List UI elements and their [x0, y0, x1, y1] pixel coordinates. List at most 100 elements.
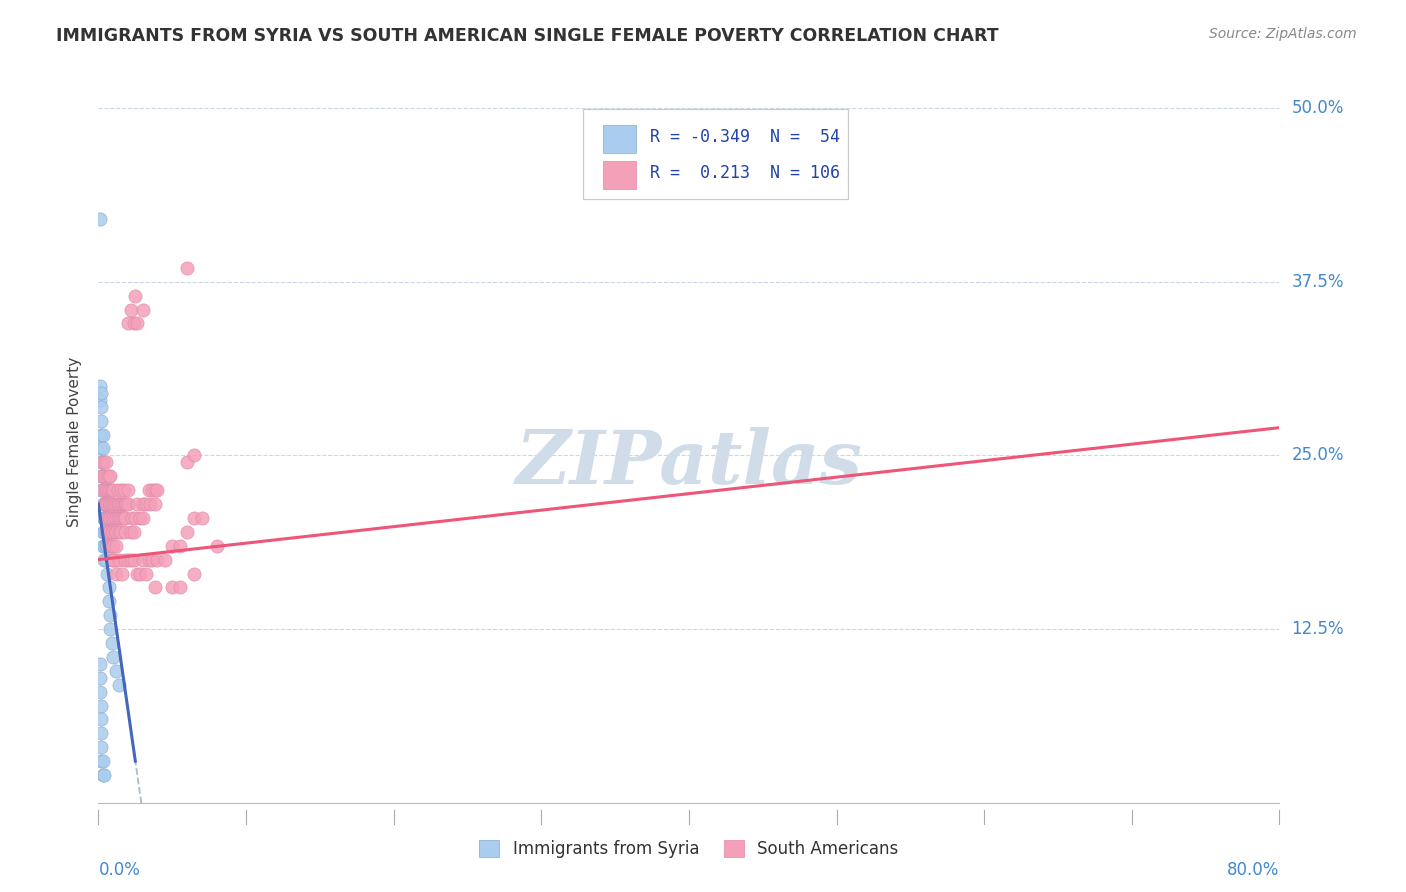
Point — [93, 497, 115, 511]
Point — [110, 511, 132, 525]
Point — [105, 552, 128, 566]
Point — [105, 524, 128, 539]
Point — [108, 497, 131, 511]
Point — [117, 317, 139, 331]
Point — [103, 483, 125, 498]
Point — [100, 539, 122, 553]
Point — [98, 608, 121, 623]
Point — [103, 511, 125, 525]
Point — [139, 497, 162, 511]
Point — [103, 649, 125, 664]
Point — [191, 511, 214, 525]
Point — [96, 497, 118, 511]
Point — [110, 524, 132, 539]
Y-axis label: Single Female Poverty: Single Female Poverty — [67, 357, 83, 526]
Point — [98, 622, 121, 636]
Text: 25.0%: 25.0% — [1291, 446, 1344, 465]
Point — [97, 497, 120, 511]
Point — [90, 698, 112, 713]
Point — [122, 317, 145, 331]
Point — [93, 524, 115, 539]
Point — [108, 524, 131, 539]
Point — [128, 566, 150, 581]
Point — [89, 657, 111, 671]
Point — [91, 455, 114, 469]
Point — [96, 511, 118, 525]
Point — [100, 511, 122, 525]
Legend: Immigrants from Syria, South Americans: Immigrants from Syria, South Americans — [471, 832, 907, 867]
Point — [90, 483, 112, 498]
Point — [90, 385, 112, 400]
Point — [132, 302, 155, 317]
Point — [103, 524, 125, 539]
Point — [100, 524, 122, 539]
Point — [94, 524, 117, 539]
Point — [93, 552, 115, 566]
Point — [90, 726, 112, 740]
Point — [90, 469, 112, 483]
Point — [90, 442, 112, 456]
Point — [91, 469, 114, 483]
Point — [105, 539, 128, 553]
Point — [162, 581, 183, 595]
Point — [143, 497, 166, 511]
Point — [91, 768, 114, 782]
Point — [176, 524, 198, 539]
Point — [128, 511, 150, 525]
Point — [114, 511, 136, 525]
Point — [125, 566, 148, 581]
Point — [104, 511, 127, 525]
Point — [97, 469, 120, 483]
Point — [146, 552, 169, 566]
Point — [108, 678, 131, 692]
Point — [162, 539, 183, 553]
Point — [108, 552, 131, 566]
Point — [91, 511, 114, 525]
Point — [97, 581, 120, 595]
Point — [141, 483, 163, 498]
Point — [100, 497, 122, 511]
Point — [90, 713, 112, 727]
Text: 12.5%: 12.5% — [1291, 620, 1344, 638]
Point — [94, 497, 117, 511]
Point — [90, 427, 112, 442]
Point — [96, 469, 118, 483]
Point — [143, 581, 166, 595]
Point — [97, 524, 120, 539]
Point — [98, 539, 121, 553]
Point — [120, 302, 142, 317]
Point — [100, 483, 122, 498]
Point — [91, 455, 114, 469]
Point — [90, 469, 112, 483]
Point — [176, 455, 198, 469]
Point — [91, 427, 114, 442]
Point — [94, 483, 117, 498]
Point — [93, 768, 115, 782]
Point — [103, 497, 125, 511]
Point — [105, 497, 128, 511]
Point — [114, 497, 136, 511]
Point — [117, 497, 139, 511]
Point — [96, 566, 118, 581]
Point — [125, 497, 148, 511]
Point — [91, 497, 114, 511]
FancyBboxPatch shape — [582, 109, 848, 200]
Point — [91, 442, 114, 456]
Point — [89, 392, 111, 407]
FancyBboxPatch shape — [603, 125, 636, 153]
Point — [97, 594, 120, 608]
Point — [111, 511, 134, 525]
Point — [94, 511, 117, 525]
Text: 37.5%: 37.5% — [1291, 273, 1344, 291]
Point — [146, 483, 169, 498]
Point — [112, 511, 135, 525]
Point — [89, 671, 111, 685]
Point — [124, 288, 146, 302]
Point — [98, 497, 121, 511]
Point — [89, 379, 111, 393]
Point — [93, 511, 115, 525]
Point — [94, 539, 117, 553]
Point — [112, 483, 135, 498]
Point — [183, 449, 205, 463]
Text: R = -0.349  N =  54: R = -0.349 N = 54 — [650, 128, 839, 145]
